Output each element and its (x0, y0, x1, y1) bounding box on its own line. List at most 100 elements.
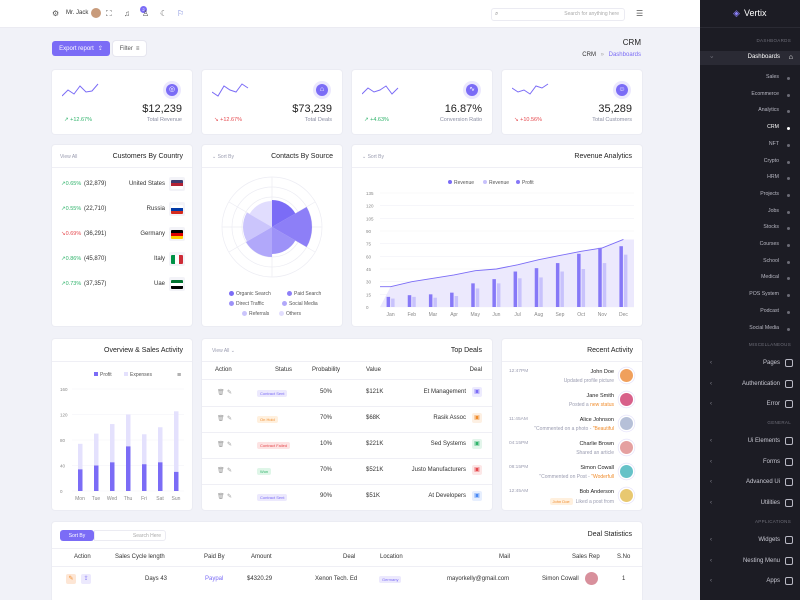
slice-paid-search[interactable] (272, 207, 312, 247)
edit-icon[interactable]: ✎ (227, 390, 233, 396)
profit-bar[interactable] (623, 254, 628, 307)
sidebar-item[interactable]: ‹ Utilities (700, 497, 800, 511)
sidebar-item[interactable]: ‹ Advanced Ui (700, 476, 800, 490)
profit-bar[interactable] (110, 462, 115, 491)
edit-icon[interactable]: ✎ (227, 442, 233, 448)
country-row[interactable]: ↘0.69% (36,291) Germany (52, 227, 192, 247)
sidebar-item[interactable]: ‹ Pages (700, 357, 800, 371)
revenue-bar[interactable] (513, 271, 518, 307)
deal-search-input[interactable]: Search Here (94, 530, 166, 541)
profit-bar[interactable] (475, 288, 480, 307)
revenue-bar[interactable] (407, 295, 412, 307)
profit-bar[interactable] (518, 278, 522, 307)
menu-icon[interactable]: ☰ (636, 9, 644, 18)
delete-icon[interactable]: 🗑 (217, 468, 225, 474)
profit-bar[interactable] (496, 283, 501, 307)
profit-bar[interactable] (78, 469, 83, 491)
profit-bar[interactable] (158, 462, 163, 491)
activity-item[interactable]: Jane Smith Posted a new status (502, 393, 642, 415)
sidebar-subitem[interactable]: Jobs (700, 207, 800, 219)
delete-icon[interactable]: 🗑 (217, 416, 225, 422)
profit-bar[interactable] (539, 277, 543, 307)
delete-icon[interactable]: 🗑 (217, 390, 225, 396)
sidebar-item[interactable]: ‹ Forms (700, 456, 800, 470)
view-all-link[interactable]: View All ⌄ (212, 348, 236, 354)
revenue-bar[interactable] (555, 263, 560, 307)
sort-by-dropdown[interactable]: ⌄ Sort By (212, 154, 234, 160)
activity-item[interactable]: 11:45AM Alice Johnson "Commented on a phot… (502, 417, 642, 439)
sidebar-subitem[interactable]: Medical (700, 273, 800, 285)
edit-icon[interactable]: ✎ (227, 468, 233, 474)
country-row[interactable]: ↗0.73% (37,357) Uae (52, 277, 192, 297)
profit-bar[interactable] (433, 297, 437, 307)
expenses-bar[interactable] (126, 414, 131, 447)
slice-referrals[interactable] (243, 212, 272, 242)
profit-bar[interactable] (560, 271, 564, 307)
notification-bell-icon[interactable]: ♫ (124, 9, 130, 18)
export-report-button[interactable]: Export report ⇪ (52, 41, 110, 56)
profit-bar[interactable] (126, 446, 131, 491)
profit-bar[interactable] (412, 296, 416, 307)
slice-social-media[interactable] (246, 227, 272, 257)
slice-others[interactable] (249, 201, 273, 227)
user-avatar[interactable] (91, 8, 101, 18)
revenue-bar[interactable] (492, 279, 496, 307)
sidebar-subitem[interactable]: NFT (700, 140, 800, 152)
profit-bar[interactable] (581, 269, 586, 307)
activity-item[interactable]: 08:15PM Simon Cowall "Commented on Post - … (502, 465, 642, 487)
revenue-bar[interactable] (534, 268, 539, 307)
dark-mode-icon[interactable]: ☾ (160, 9, 168, 18)
sidebar-item[interactable]: ‹ Authentication (700, 378, 800, 392)
sidebar-subitem[interactable]: Sales (700, 73, 800, 85)
sidebar-brand[interactable]: ◈ Vertix (700, 0, 800, 28)
deal-row[interactable]: 🗑 ✎ On Hold 70% $68K Rasik Assoc ▣ (202, 407, 492, 433)
activity-item[interactable]: 04:15PM Charlie Brown Shared an article (502, 441, 642, 463)
profit-bar[interactable] (391, 298, 395, 307)
fullscreen-icon[interactable]: ⛶ (106, 9, 112, 18)
profit-bar[interactable] (94, 465, 99, 492)
country-row[interactable]: ↗0.65% (32,879) United States (52, 177, 192, 197)
sidebar-subitem[interactable]: CRM (700, 123, 800, 135)
deal-row[interactable]: 🗑 ✎ Contract Sent 90% $51K At Developers ▣ (202, 485, 492, 511)
expenses-bar[interactable] (110, 424, 115, 463)
activity-item[interactable]: 12:45AM Bob Anderson John Doe Liked a post … (502, 489, 642, 511)
filter-button[interactable]: Filter ≡ (113, 41, 146, 56)
revenue-bar[interactable] (598, 247, 602, 307)
sort-by-button[interactable]: Sort By (60, 530, 94, 541)
delete-icon[interactable]: 🗑 (217, 494, 225, 500)
profit-bar[interactable] (142, 464, 147, 491)
deal-row[interactable]: 🗑 ✎ Contract Failed 10% $221K Sed Systems ▣ (202, 433, 492, 459)
chart-menu-icon[interactable]: ≡ (177, 372, 181, 379)
search-box[interactable]: ⌕ Search for anything here (491, 8, 625, 21)
sidebar-item-dashboards[interactable]: › Dashboards ⌂ (700, 51, 800, 65)
sidebar-subitem[interactable]: POS System (700, 290, 800, 302)
expenses-bar[interactable] (78, 443, 83, 470)
revenue-bar[interactable] (450, 292, 454, 307)
edit-icon[interactable]: ✎ (66, 574, 76, 584)
breadcrumb-root[interactable]: CRM (582, 52, 596, 58)
sidebar-subitem[interactable]: Stocks (700, 223, 800, 235)
edit-icon[interactable]: ✎ (227, 494, 233, 500)
slice-direct-traffic[interactable] (272, 227, 296, 255)
edit-icon[interactable]: ✎ (227, 416, 233, 422)
revenue-bar[interactable] (577, 253, 581, 307)
deal-stat-row[interactable]: ✎ ⇪ Days 43 Paypal $4320.29 Xenon Tech. Ed Ger… (52, 570, 642, 590)
sort-by-dropdown[interactable]: ⌄ Sort By (362, 154, 384, 160)
settings-icon[interactable]: ⚙ (52, 9, 60, 18)
deal-row[interactable]: 🗑 ✎ Won 70% $521K Justo Manufacturers ▣ (202, 459, 492, 485)
sidebar-subitem[interactable]: HRM (700, 173, 800, 185)
sidebar-subitem[interactable]: Courses (700, 240, 800, 252)
share-icon[interactable]: ⇪ (81, 574, 91, 584)
country-row[interactable]: ↗0.55% (22,710) Russia (52, 202, 192, 222)
sidebar-subitem[interactable]: Projects (700, 190, 800, 202)
mail[interactable]: mayorkelly@gmail.com (447, 576, 510, 582)
profit-bar[interactable] (602, 263, 607, 307)
view-all-link[interactable]: View All (60, 154, 78, 160)
user-name[interactable]: Mr. Jack (66, 10, 89, 16)
sidebar-subitem[interactable]: School (700, 257, 800, 269)
revenue-bar[interactable] (619, 246, 623, 307)
deal-row[interactable]: 🗑 ✎ Contract Sent 50% $121K Et Management ▣ (202, 381, 492, 407)
delete-icon[interactable]: 🗑 (217, 442, 225, 448)
revenue-bar[interactable] (386, 296, 391, 307)
sidebar-item[interactable]: ‹ Apps (700, 575, 800, 589)
